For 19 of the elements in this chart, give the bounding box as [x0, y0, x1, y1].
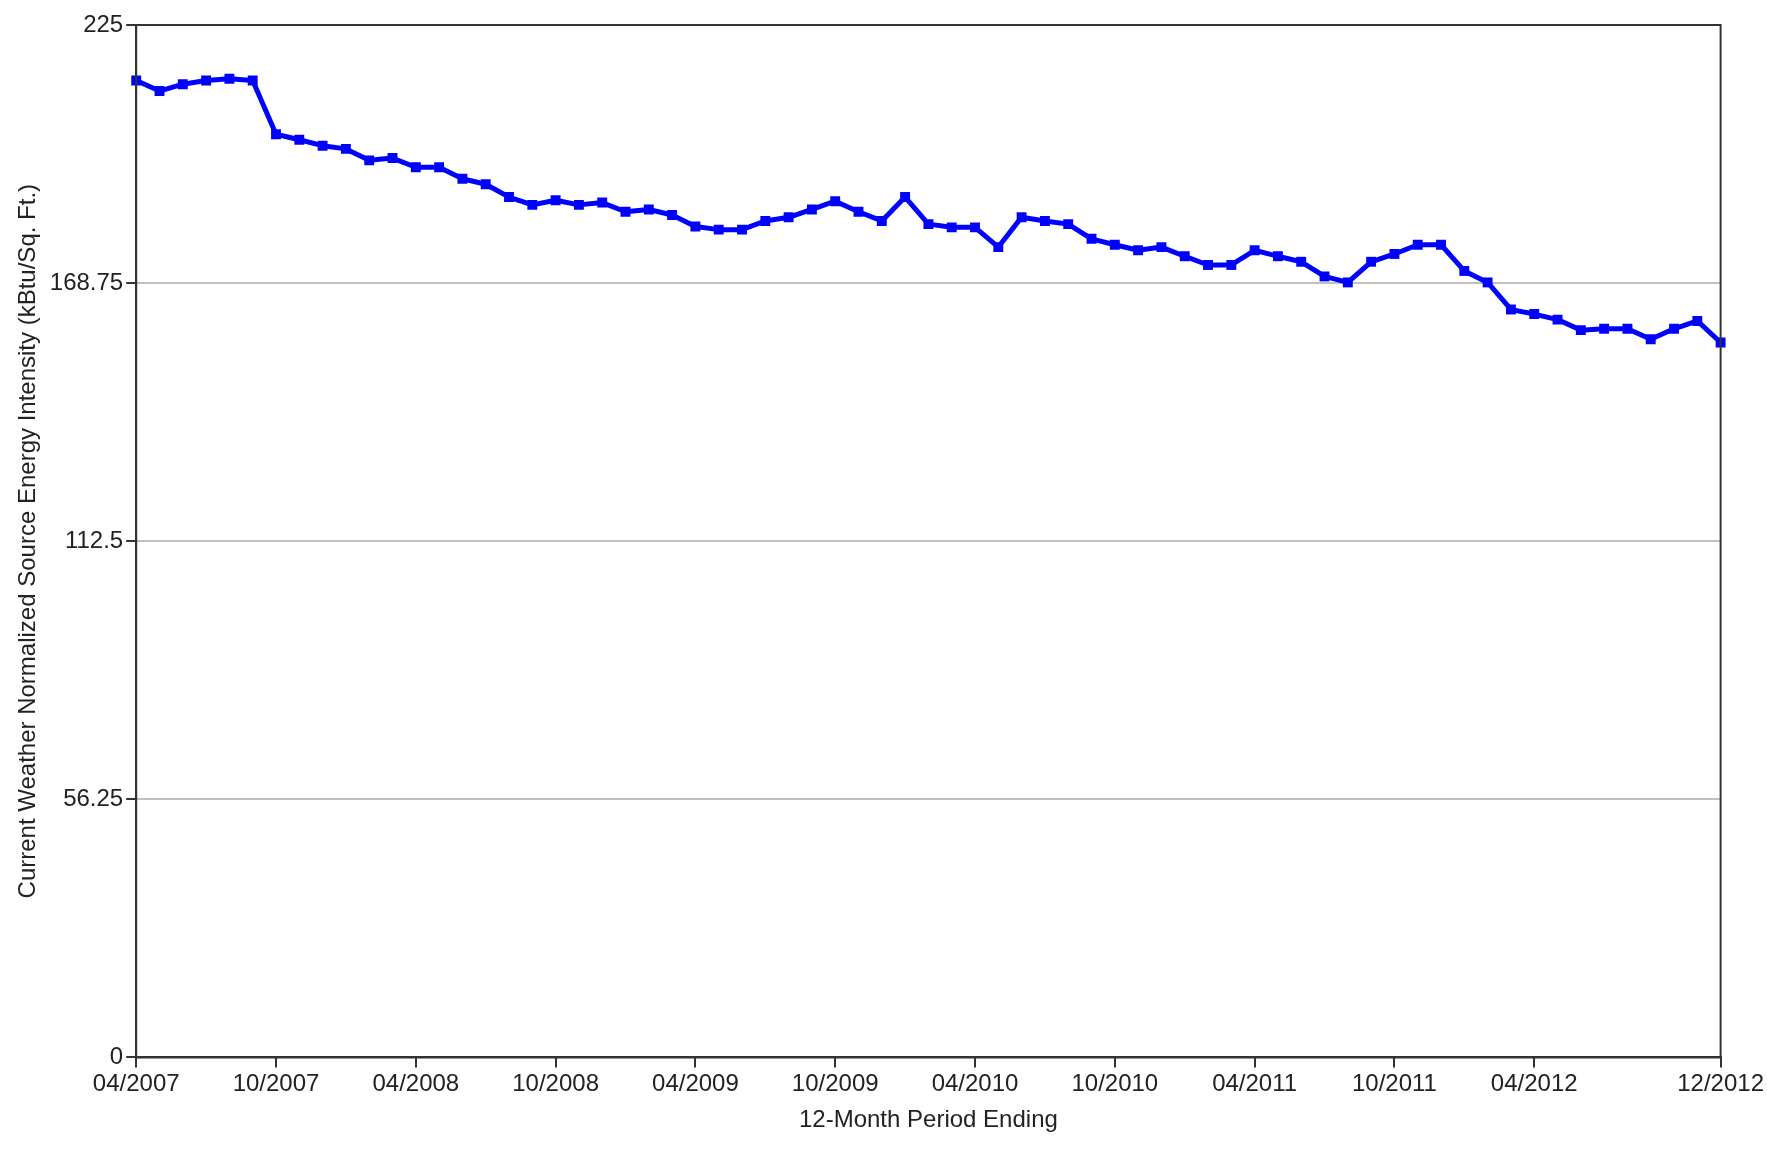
x-axis-title: 12-Month Period Ending — [798, 1105, 1058, 1133]
y-tick-label: 112.5 — [64, 525, 124, 553]
x-tick-label: 10/2010 — [1071, 1069, 1159, 1097]
x-tick-label: 04/2008 — [372, 1069, 460, 1097]
x-tick-label: 04/2011 — [1212, 1069, 1298, 1097]
x-tick-label: 10/2007 — [232, 1069, 320, 1097]
y-tick-label: 225 — [83, 9, 124, 37]
x-tick-label: 10/2008 — [512, 1069, 599, 1097]
y-tick-label: 56.25 — [63, 783, 124, 811]
x-tick-label: 12/2012 — [1677, 1069, 1765, 1097]
y-tick-label: 0 — [109, 1042, 124, 1070]
x-tick-label: 10/2009 — [791, 1069, 879, 1097]
x-tick-label: 04/2009 — [652, 1069, 739, 1097]
y-tick-label: 168.75 — [49, 267, 124, 295]
x-tick-label: 04/2010 — [931, 1069, 1019, 1097]
x-tick-label: 04/2007 — [92, 1069, 180, 1097]
y-axis-title: Current Weather Normalized Source Energy Intensity (kBtu/Sq. Ft.) — [13, 183, 41, 899]
x-tick-label: 04/2012 — [1490, 1069, 1578, 1097]
x-tick-label: 10/2011 — [1351, 1069, 1437, 1097]
